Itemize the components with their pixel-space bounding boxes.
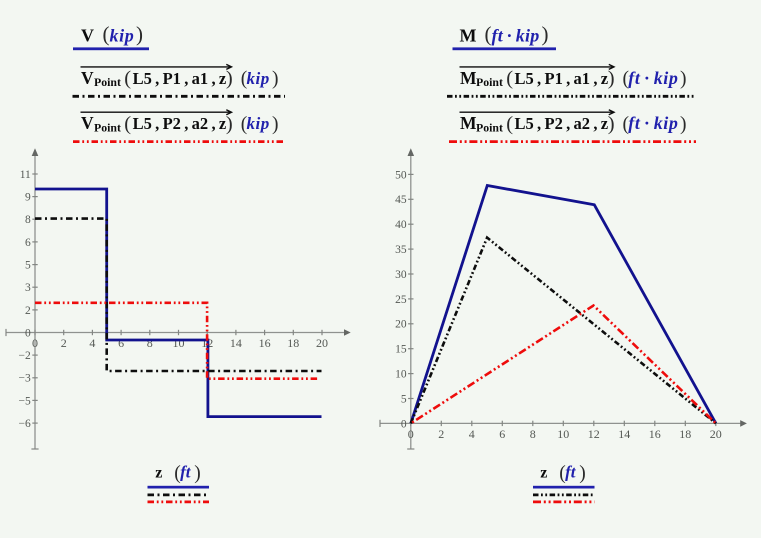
svg-text:10: 10 xyxy=(557,427,569,441)
svg-text:25: 25 xyxy=(395,294,407,306)
svg-text:L5 , P1 , a1 , z: L5 , P1 , a1 , z xyxy=(133,69,227,88)
svg-text:12: 12 xyxy=(588,427,600,441)
svg-text:V: V xyxy=(81,25,94,45)
svg-text:z: z xyxy=(155,464,162,481)
svg-text:V: V xyxy=(81,113,94,133)
svg-text:−3: −3 xyxy=(19,373,31,385)
svg-text:(: ( xyxy=(485,22,492,46)
svg-text:(: ( xyxy=(174,463,181,484)
svg-text:4: 4 xyxy=(89,336,95,350)
svg-text:): ) xyxy=(136,22,143,46)
svg-text:0: 0 xyxy=(32,336,38,350)
svg-text:L5 , P1 , a1 , z: L5 , P1 , a1 , z xyxy=(515,69,609,88)
svg-text:14: 14 xyxy=(230,336,242,350)
svg-text:(: ( xyxy=(559,463,566,484)
svg-text:Point: Point xyxy=(94,120,121,134)
svg-text:M: M xyxy=(460,25,477,45)
svg-text:2: 2 xyxy=(61,336,67,350)
svg-text:(: ( xyxy=(241,69,248,90)
svg-text:45: 45 xyxy=(395,194,407,206)
svg-text:): ) xyxy=(680,69,687,90)
svg-text:2: 2 xyxy=(25,305,31,317)
svg-text:(: ( xyxy=(623,69,630,90)
svg-text:L5 , P2 , a2 , z: L5 , P2 , a2 , z xyxy=(515,114,609,133)
svg-text:16: 16 xyxy=(259,336,271,350)
svg-text:10: 10 xyxy=(395,369,407,381)
svg-text:(: ( xyxy=(623,114,630,135)
svg-text:20: 20 xyxy=(395,319,407,331)
svg-text:8: 8 xyxy=(147,336,153,350)
svg-text:40: 40 xyxy=(395,219,407,231)
svg-text:18: 18 xyxy=(679,427,691,441)
svg-text:M: M xyxy=(460,113,477,133)
svg-text:): ) xyxy=(226,68,233,90)
svg-text:11: 11 xyxy=(20,169,31,181)
svg-text:): ) xyxy=(608,68,615,90)
svg-text:kip: kip xyxy=(247,69,270,88)
svg-text:14: 14 xyxy=(618,427,630,441)
svg-text:0: 0 xyxy=(25,327,31,339)
svg-text:V: V xyxy=(81,68,94,88)
svg-text:(: ( xyxy=(124,113,131,135)
svg-text:30: 30 xyxy=(395,269,407,281)
svg-text:Point: Point xyxy=(476,120,503,134)
svg-text:20: 20 xyxy=(710,427,722,441)
svg-text:ft: ft xyxy=(180,462,192,481)
svg-text:8: 8 xyxy=(530,427,536,441)
svg-text:): ) xyxy=(226,113,233,135)
svg-text:5: 5 xyxy=(25,259,31,271)
svg-text:ft · kip: ft · kip xyxy=(628,113,678,133)
svg-text:6: 6 xyxy=(25,237,31,249)
svg-text:−6: −6 xyxy=(19,418,31,430)
svg-text:): ) xyxy=(272,114,279,135)
svg-text:(: ( xyxy=(241,114,248,135)
svg-text:10: 10 xyxy=(173,336,185,350)
svg-text:z: z xyxy=(540,464,547,481)
svg-text:ft · kip: ft · kip xyxy=(628,68,678,88)
svg-text:15: 15 xyxy=(395,344,407,356)
svg-text:(: ( xyxy=(506,68,513,90)
svg-text:9: 9 xyxy=(25,192,31,204)
svg-text:kip: kip xyxy=(247,114,270,133)
svg-text:5: 5 xyxy=(401,393,407,405)
svg-text:2: 2 xyxy=(438,427,444,441)
svg-text:): ) xyxy=(579,463,586,484)
svg-text:0: 0 xyxy=(408,427,414,441)
svg-text:50: 50 xyxy=(395,169,407,181)
svg-text:): ) xyxy=(194,463,201,484)
svg-text:): ) xyxy=(542,22,549,46)
svg-text:4: 4 xyxy=(469,427,475,441)
svg-text:(: ( xyxy=(506,113,513,135)
svg-text:kip: kip xyxy=(110,25,135,45)
svg-text:−5: −5 xyxy=(19,395,31,407)
svg-text:18: 18 xyxy=(287,336,299,350)
svg-text:8: 8 xyxy=(25,214,31,226)
svg-text:−2: −2 xyxy=(19,350,31,362)
svg-text:(: ( xyxy=(124,68,131,90)
svg-text:): ) xyxy=(272,69,279,90)
svg-text:20: 20 xyxy=(316,336,328,350)
svg-text:Point: Point xyxy=(476,75,503,89)
svg-text:Point: Point xyxy=(94,75,121,89)
svg-text:L5 , P2 , a2 , z: L5 , P2 , a2 , z xyxy=(133,114,227,133)
svg-text:ft: ft xyxy=(565,462,577,481)
svg-text:M: M xyxy=(460,68,477,88)
svg-text:): ) xyxy=(680,114,687,135)
svg-text:): ) xyxy=(608,113,615,135)
svg-text:ft · kip: ft · kip xyxy=(492,25,540,45)
svg-text:6: 6 xyxy=(118,336,124,350)
svg-text:6: 6 xyxy=(499,427,505,441)
svg-text:3: 3 xyxy=(25,282,31,294)
svg-text:35: 35 xyxy=(395,244,407,256)
svg-text:(: ( xyxy=(103,22,110,46)
svg-text:16: 16 xyxy=(649,427,661,441)
svg-text:0: 0 xyxy=(401,418,407,430)
